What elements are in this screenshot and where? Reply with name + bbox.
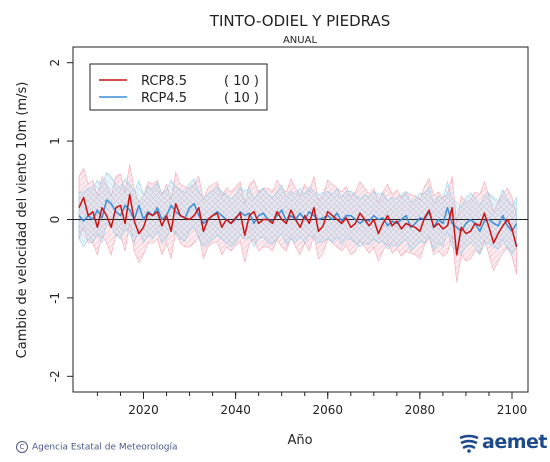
axes: -2 -1 0 1 2 2020 2040 2060 2080 2100 [48, 59, 527, 417]
x-tick-label: 2040 [220, 403, 251, 417]
y-tick-label: -2 [48, 370, 62, 382]
x-tick-label: 2020 [128, 403, 159, 417]
legend-count-rcp85: ( 10 ) [224, 74, 259, 89]
x-tick-label: 2060 [312, 403, 343, 417]
series-line-rcp85 [78, 193, 518, 256]
aemet-logo-icon [459, 434, 479, 453]
plot-area: -2 -1 0 1 2 2020 2040 2060 2080 2100 [48, 59, 528, 417]
legend-count-rcp45: ( 10 ) [224, 91, 259, 106]
y-tick-label: 1 [48, 137, 62, 145]
y-tick-label: 0 [48, 216, 62, 224]
aemet-logo: aemet [458, 431, 547, 454]
band-hatch-rcp45 [79, 172, 517, 255]
footer-credit-text: Agencia Estatal de Meteorología [32, 442, 178, 453]
chart-subtitle: ANUAL [283, 35, 317, 46]
legend-label-rcp85: RCP8.5 [141, 74, 187, 89]
chart-title: TINTO-ODIEL Y PIEDRAS [209, 12, 390, 30]
aemet-logo-text: aemet [482, 431, 547, 453]
footer-credit: C Agencia Estatal de Meteorología [16, 441, 178, 453]
legend-label-rcp45: RCP4.5 [141, 91, 187, 106]
legend-box [89, 63, 268, 111]
y-axis-label: Cambio de velocidad del viento 10m (m/s) [15, 82, 30, 359]
y-tick-label: 2 [48, 59, 62, 67]
x-tick-label: 2080 [405, 403, 436, 417]
plot-frame [72, 46, 529, 393]
copyright-icon: C [16, 441, 28, 453]
x-tick-label: 2100 [497, 403, 528, 417]
x-axis-label: Año [287, 433, 312, 448]
legend: RCP8.5 ( 10 ) RCP4.5 ( 10 ) [89, 63, 268, 111]
y-tick-label: -1 [48, 292, 62, 304]
